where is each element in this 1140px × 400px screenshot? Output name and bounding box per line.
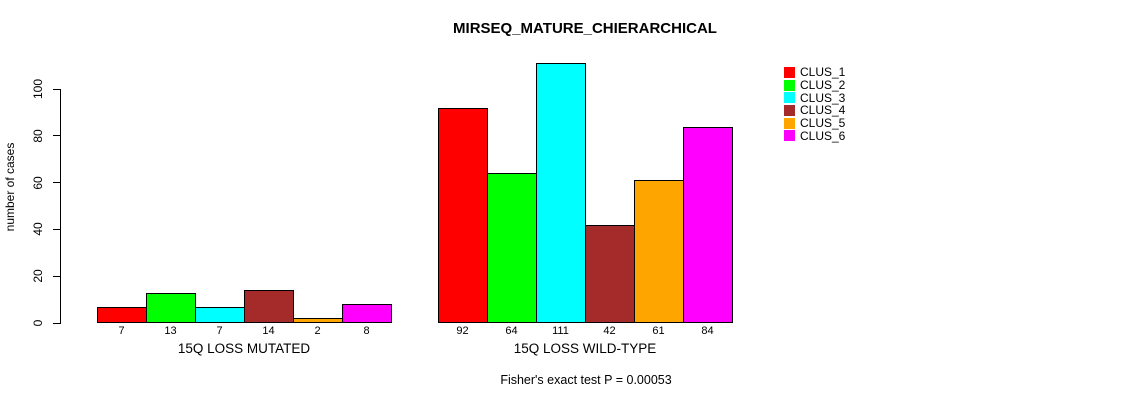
bar-clus_1-group2 <box>438 107 488 323</box>
legend-swatch-icon <box>784 130 795 142</box>
bar-value-label: 7 <box>118 325 125 337</box>
y-tick-label: 80 <box>31 129 45 143</box>
bar-clus_3-group1 <box>195 306 245 323</box>
legend-swatch-icon <box>784 104 795 116</box>
y-tick-mark <box>53 322 61 324</box>
bar-value-label: 8 <box>363 325 370 337</box>
legend-row-clus_2: CLUS_2 <box>784 79 845 92</box>
legend-swatch-icon <box>784 117 795 129</box>
y-axis-label: number of cases <box>3 142 17 232</box>
legend-label: CLUS_3 <box>800 90 846 105</box>
bar-value-label: 42 <box>603 325 616 337</box>
legend-label: CLUS_4 <box>800 103 846 118</box>
group-label-1: 15Q LOSS MUTATED <box>177 341 311 356</box>
y-axis-line <box>60 89 61 323</box>
legend-label: CLUS_2 <box>800 78 846 93</box>
legend-label: CLUS_5 <box>800 116 846 131</box>
legend-swatch-icon <box>784 66 795 78</box>
legend-row-clus_1: CLUS_1 <box>784 66 845 79</box>
legend-row-clus_4: CLUS_4 <box>784 104 845 117</box>
y-tick-label: 20 <box>31 269 45 283</box>
bar-clus_6-group1 <box>342 304 392 323</box>
bar-clus_4-group1 <box>244 290 294 323</box>
y-tick-mark <box>53 228 61 230</box>
legend-label: CLUS_6 <box>800 128 846 143</box>
y-tick-label: 0 <box>31 319 45 327</box>
group-label-2: 15Q LOSS WILD-TYPE <box>513 341 657 356</box>
bar-clus_2-group1 <box>146 292 196 323</box>
bar-value-label: 92 <box>456 325 469 337</box>
bar-clus_2-group2 <box>487 173 537 323</box>
bar-value-label: 7 <box>216 325 223 337</box>
y-tick-label: 100 <box>31 79 45 100</box>
bar-value-label: 2 <box>314 325 321 337</box>
chart-title: MIRSEQ_MATURE_CHIERARCHICAL <box>453 20 717 37</box>
y-tick-label: 40 <box>31 222 45 237</box>
y-tick-mark <box>53 135 61 137</box>
legend-row-clus_5: CLUS_5 <box>784 117 845 130</box>
fisher-test-annotation: Fisher's exact test P = 0.00053 <box>500 373 672 387</box>
bar-value-label: 111 <box>552 325 569 337</box>
legend-swatch-icon <box>784 79 795 91</box>
bar-clus_1-group1 <box>97 306 147 323</box>
legend-swatch-icon <box>784 92 795 104</box>
y-tick-label: 60 <box>31 176 45 190</box>
bar-value-label: 13 <box>164 325 177 337</box>
bar-clus_4-group2 <box>585 224 635 323</box>
legend-row-clus_3: CLUS_3 <box>784 91 845 104</box>
legend-row-clus_6: CLUS_6 <box>784 129 845 142</box>
bar-value-label: 14 <box>262 325 275 337</box>
y-tick-mark <box>53 275 61 277</box>
bar-clus_6-group2 <box>683 126 733 323</box>
bar-value-label: 84 <box>701 325 714 337</box>
legend: CLUS_1 CLUS_2 CLUS_3 CLUS_4 CLUS_5 CLUS_6 <box>784 66 845 142</box>
bar-value-label: 64 <box>505 325 518 337</box>
y-tick-mark <box>53 182 61 184</box>
bar-clus_3-group2 <box>536 63 586 323</box>
bar-value-label: 61 <box>652 325 665 337</box>
legend-label: CLUS_1 <box>800 65 846 80</box>
y-tick-mark <box>53 88 61 90</box>
bar-clus_5-group1 <box>293 318 343 323</box>
bar-clus_5-group2 <box>634 180 684 323</box>
